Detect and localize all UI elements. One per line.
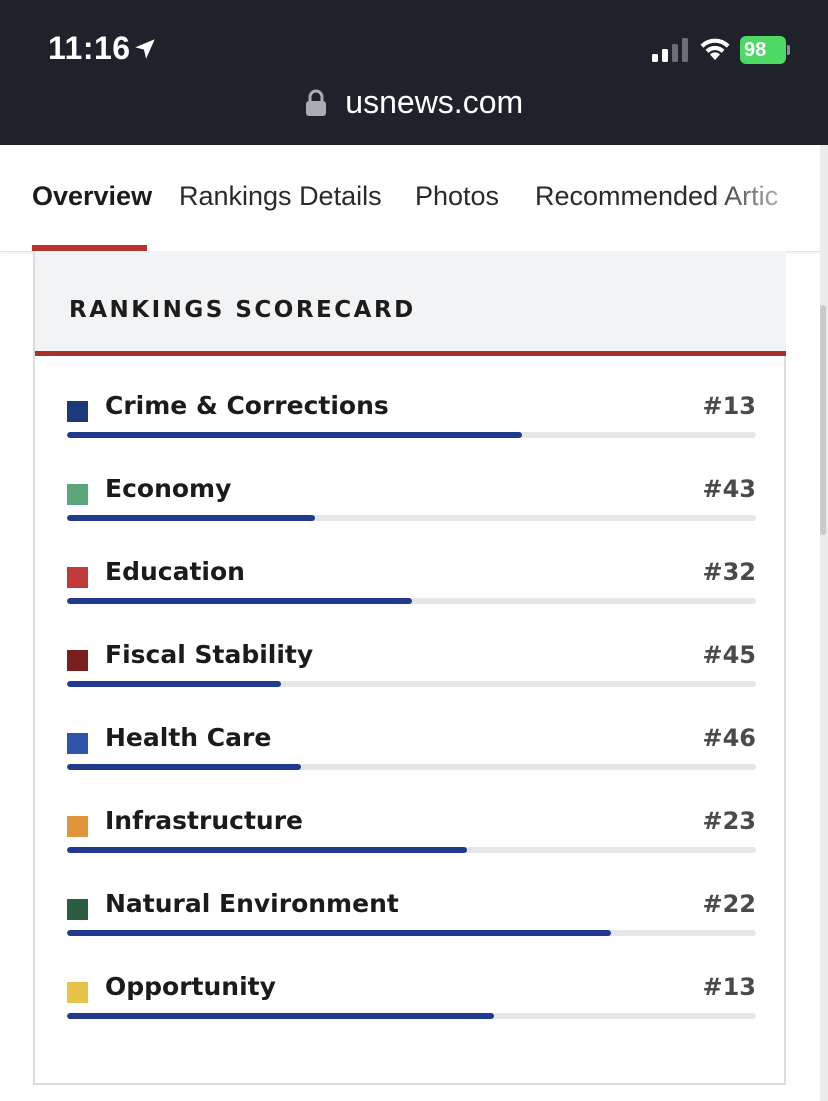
ranking-value: #32 — [702, 558, 756, 586]
tab-overview[interactable]: Overview — [32, 181, 153, 211]
ranking-row[interactable]: Education #32 — [35, 557, 786, 640]
scorecard-header: RANKINGS SCORECARD — [35, 251, 786, 356]
page-scrollbar[interactable] — [820, 145, 828, 1101]
ranking-value: #43 — [702, 475, 756, 503]
ranking-row[interactable]: Natural Environment #22 — [35, 889, 786, 972]
ranking-bar-track — [67, 1013, 756, 1019]
category-color-swatch — [67, 899, 88, 920]
tab-recommended-articles[interactable]: Recommended Artic — [535, 181, 779, 211]
ranking-value: #13 — [702, 973, 756, 1001]
ranking-bar-fill — [67, 930, 612, 936]
ranking-category-label: Natural Environment — [105, 889, 399, 918]
ranking-bar-fill — [67, 681, 281, 687]
category-color-swatch — [67, 650, 88, 671]
ranking-category-label: Infrastructure — [105, 806, 303, 835]
category-color-swatch — [67, 733, 88, 754]
battery-level: 98 — [740, 36, 786, 64]
scorecard-title: RANKINGS SCORECARD — [69, 297, 416, 323]
ranking-bar-track — [67, 681, 756, 687]
ranking-category-label: Crime & Corrections — [105, 391, 389, 420]
tab-photos[interactable]: Photos — [415, 181, 500, 211]
ranking-value: #45 — [702, 641, 756, 669]
ranking-bar-track — [67, 515, 756, 521]
scrollbar-thumb[interactable] — [820, 305, 826, 535]
ranking-bar-fill — [67, 515, 316, 521]
ranking-row[interactable]: Economy #43 — [35, 474, 786, 557]
ranking-value: #22 — [702, 890, 756, 918]
category-color-swatch — [67, 567, 88, 588]
url-text: usnews.com — [345, 84, 524, 120]
battery-percent: 98 — [744, 39, 767, 61]
ranking-bar-fill — [67, 847, 467, 853]
ranking-bar-fill — [67, 432, 522, 438]
ranking-bar-fill — [67, 1013, 495, 1019]
ranking-value: #23 — [702, 807, 756, 835]
ranking-category-label: Fiscal Stability — [105, 640, 314, 669]
ranking-bar-track — [67, 764, 756, 770]
ranking-value: #46 — [702, 724, 756, 752]
ranking-bar-fill — [67, 764, 302, 770]
ranking-row[interactable]: Infrastructure #23 — [35, 806, 786, 889]
cellular-signal-icon — [652, 38, 688, 62]
ranking-category-label: Opportunity — [105, 972, 276, 1001]
ranking-bar-fill — [67, 598, 412, 604]
ranking-row[interactable]: Opportunity #13 — [35, 972, 786, 1055]
ranking-value: #13 — [702, 392, 756, 420]
category-color-swatch — [67, 816, 88, 837]
ranking-row[interactable]: Crime & Corrections #13 — [35, 391, 786, 474]
lock-icon — [305, 89, 326, 116]
battery-indicator: 98 — [740, 36, 790, 64]
address-bar[interactable]: usnews.com — [0, 84, 828, 134]
ranking-bar-track — [67, 847, 756, 853]
ranking-bar-track — [67, 930, 756, 936]
tab-rankings-details[interactable]: Rankings Details — [179, 181, 382, 211]
location-arrow-icon — [135, 39, 155, 59]
ranking-category-label: Economy — [105, 474, 232, 503]
wifi-icon — [700, 38, 730, 60]
browser-status-bar: 11:16 98 usnews.com — [0, 0, 828, 145]
ranking-bar-track — [67, 432, 756, 438]
battery-cap — [787, 45, 790, 55]
category-color-swatch — [67, 401, 88, 422]
status-time: 11:16 — [48, 30, 131, 66]
category-color-swatch — [67, 484, 88, 505]
rankings-scorecard: RANKINGS SCORECARD Crime & Corrections #… — [33, 251, 786, 1085]
section-tab-bar: Overview Rankings Details Photos Recomme… — [0, 145, 820, 252]
ranking-bar-track — [67, 598, 756, 604]
category-color-swatch — [67, 982, 88, 1003]
ranking-row[interactable]: Fiscal Stability #45 — [35, 640, 786, 723]
ranking-row[interactable]: Health Care #46 — [35, 723, 786, 806]
ranking-category-label: Education — [105, 557, 245, 586]
active-tab-indicator — [32, 245, 147, 251]
ranking-category-label: Health Care — [105, 723, 272, 752]
